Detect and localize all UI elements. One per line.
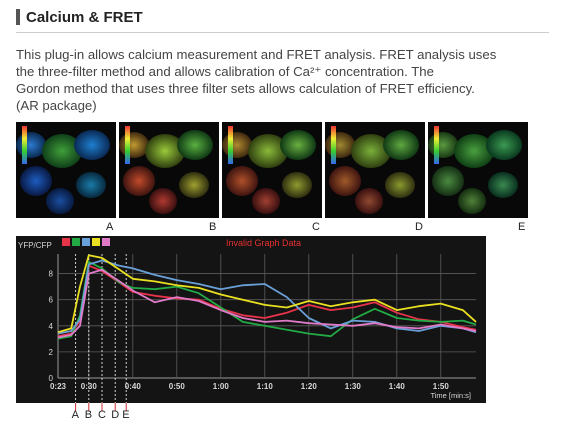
section-title: Calcium & FRET: [26, 8, 143, 26]
x-tick-label: 1:30: [345, 382, 362, 391]
marker-label: B: [84, 409, 93, 421]
y-tick-label: 6: [49, 296, 54, 305]
description-line: This plug-in allows calcium measurement …: [16, 47, 497, 62]
y-tick-label: 2: [49, 348, 54, 357]
legend-swatch: [72, 238, 80, 246]
legend-swatch: [102, 238, 110, 246]
thumbnail-label: C: [312, 221, 320, 233]
x-tick-label: 1:00: [213, 382, 230, 391]
fret-ratio-chart: YFP/CFP Invalid Graph Data Time [min:s] …: [16, 236, 486, 403]
description-line: the three-filter method and allows calib…: [16, 64, 434, 79]
thumbnail-label: D: [415, 221, 423, 233]
x-tick-label: 0:50: [169, 382, 186, 391]
header-accent-bar: [16, 9, 20, 25]
x-tick-label: 0:23: [50, 382, 67, 391]
y-tick-label: 0: [49, 374, 54, 383]
thumbnail-label: B: [209, 221, 217, 233]
header-divider: [16, 32, 549, 33]
series-line: [57, 268, 477, 339]
thumbnail-label: E: [518, 221, 526, 233]
legend-swatch: [92, 238, 100, 246]
marker-label: E: [122, 409, 130, 421]
x-tick-label: 1:50: [433, 382, 450, 391]
y-tick-label: 4: [49, 322, 54, 331]
marker-extension: [75, 403, 127, 411]
x-tick-label: 0:30: [81, 382, 98, 391]
description-line: Gordon method that uses three filter set…: [16, 81, 475, 96]
thumbnail-d: [325, 122, 425, 218]
x-tick-label: 1:20: [301, 382, 318, 391]
section-header: Calcium & FRET: [16, 8, 143, 26]
y-tick-label: 8: [49, 270, 54, 279]
thumbnail-b: [119, 122, 219, 218]
thumbnail-a: [16, 122, 116, 218]
series-line: [57, 254, 477, 334]
x-axis-label: Time [min:s]: [430, 391, 471, 400]
legend-swatch: [62, 238, 70, 246]
legend-swatch: [82, 238, 90, 246]
marker-label: C: [98, 409, 106, 421]
x-tick-label: 1:10: [257, 382, 274, 391]
invalid-data-warning: Invalid Graph Data: [226, 238, 301, 248]
marker-label: D: [111, 409, 120, 421]
x-tick-label: 1:40: [389, 382, 406, 391]
thumbnail-e: [428, 122, 528, 218]
description: This plug-in allows calcium measurement …: [16, 46, 556, 114]
x-tick-label: 0:40: [125, 382, 142, 391]
series-line: [57, 264, 477, 338]
marker-label: A: [71, 409, 79, 421]
y-axis-label: YFP/CFP: [18, 241, 52, 250]
thumbnail-label: A: [106, 221, 114, 233]
series-line: [57, 260, 477, 340]
series-line: [57, 259, 477, 335]
description-line: (AR package): [16, 98, 97, 113]
thumbnail-c: [222, 122, 322, 218]
